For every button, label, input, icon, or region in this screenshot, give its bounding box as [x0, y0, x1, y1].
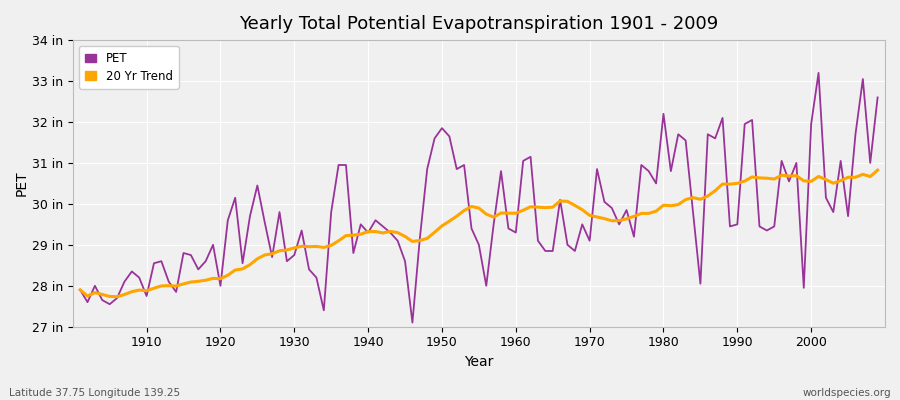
Title: Yearly Total Potential Evapotranspiration 1901 - 2009: Yearly Total Potential Evapotranspiratio… [239, 15, 718, 33]
Legend: PET, 20 Yr Trend: PET, 20 Yr Trend [78, 46, 179, 88]
Text: worldspecies.org: worldspecies.org [803, 388, 891, 398]
Text: Latitude 37.75 Longitude 139.25: Latitude 37.75 Longitude 139.25 [9, 388, 180, 398]
Y-axis label: PET: PET [15, 171, 29, 196]
X-axis label: Year: Year [464, 355, 493, 369]
